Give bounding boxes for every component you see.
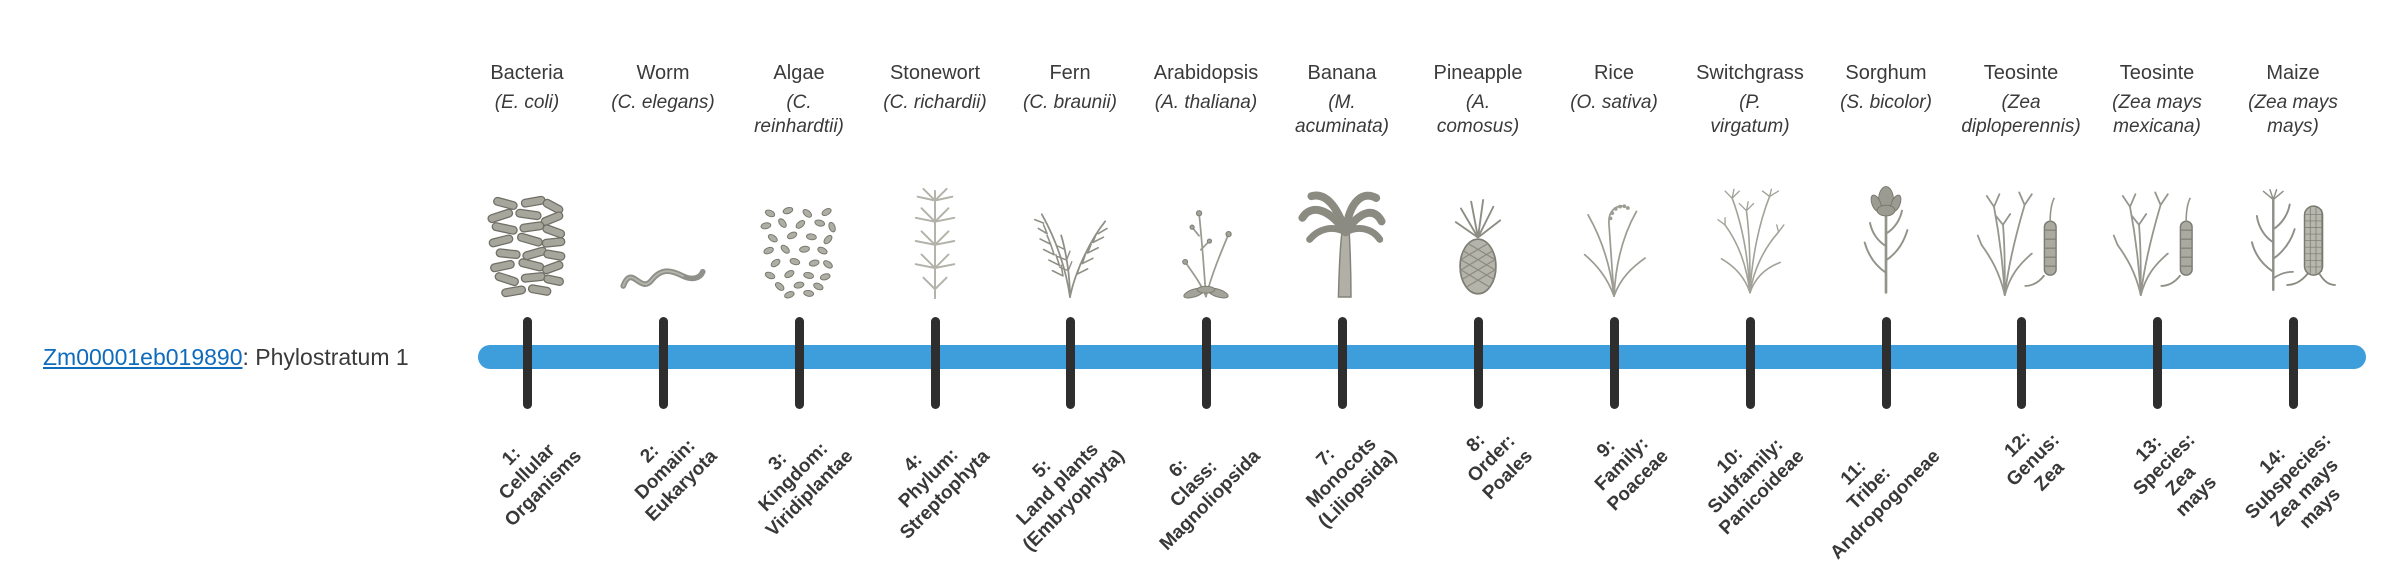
row-label-suffix: : Phylostratum 1 [242,344,409,370]
organism-latin-name: (C. reinhardtii) [754,92,844,137]
stratum-label: 5: Land plants (Embryophyta) [1012,439,1129,556]
phylostratum-tick [659,317,668,409]
organism-name: Fern [1049,62,1091,84]
organism-latin-name: (Zea mays mexicana) [2112,92,2202,137]
organism-column: Stonewort (C. richardii) [860,60,1010,299]
organism-name: Pineapple [1433,62,1523,84]
phylostratum-tick [523,317,532,409]
organism-name: Stonewort [889,62,981,84]
organism-latin-name: (P. virgatum) [1710,92,1790,137]
organism-column: Teosinte (Zea mays mexicana) [2082,60,2232,299]
maize-icon [2247,147,2339,299]
phylostratum-bar [478,345,2366,369]
rice-icon [1576,147,1652,299]
teosinte-diploperennis-icon [1976,147,2066,299]
phylostratum-tick [2153,317,2162,409]
stratum-label: 12: Genus: Zea [2000,427,2068,496]
gene-link[interactable]: Zm00001eb019890 [43,344,243,370]
fern-icon [1026,147,1114,299]
stratum-label: 6: Class: Magnoliopsida [1155,445,1265,555]
organism-name: Teosinte [2119,62,2195,84]
phylostratum-tick [2289,317,2298,409]
organism-name: Arabidopsis [1153,62,1259,84]
organism-name: Bacteria [490,62,564,84]
pineapple-icon [1449,147,1507,299]
stratum-label: 13: Species: Zea mays [2129,429,2221,522]
organism-column: Fern (C. braunii) [995,60,1145,299]
stratum-label: 7: Monocots (Liliopsida) [1302,433,1401,533]
stratum-label: 8: Order: Poales [1462,429,1537,504]
organism-column: Bacteria (E. coli) [452,60,602,299]
organism-latin-name: (C. richardii) [883,92,987,113]
switchgrass-icon [1709,147,1791,299]
phylostratum-tick [795,317,804,409]
phylostratum-tick [931,317,940,409]
phylostratum-tick [1338,317,1347,409]
stratum-label: 3: Kingdom: Viridiplantae [755,438,858,541]
worm-icon [619,147,707,299]
organism-latin-name: (O. sativa) [1570,92,1658,113]
organism-latin-name: (C. braunii) [1023,92,1117,113]
organism-latin-name: (Zea mays mays) [2248,92,2338,137]
stratum-label: 10: Subfamily: Panicoideae [1704,434,1809,539]
organism-name: Teosinte [1983,62,2059,84]
organism-latin-name: (M. acuminata) [1295,92,1389,137]
organism-column: Pineapple (A. comosus) [1403,60,1553,299]
stratum-label: 1: Cellular Organisms [495,440,586,531]
organism-column: Rice (O. sativa) [1539,60,1689,299]
stratum-label: 4: Phylum: Streptophyta [894,444,994,544]
algae-icon [759,147,839,299]
organism-name: Algae [773,62,825,84]
organism-name: Banana [1307,62,1377,84]
organism-column: Algae (C. reinhardtii) [724,60,874,299]
organism-column: Banana (M. acuminata) [1267,60,1417,299]
phylostratum-tick [1474,317,1483,409]
phylostratum-tick [1202,317,1211,409]
organism-latin-name: (A. thaliana) [1154,92,1258,113]
organism-column: Sorghum (S. bicolor) [1811,60,1961,299]
organism-name: Maize [2266,62,2320,84]
sorghum-icon [1854,147,1918,299]
stratum-label: 2: Domain: Eukaryota [631,435,722,526]
organism-column: Maize (Zea mays mays) [2218,60,2368,299]
stratum-label: 11: Tribe: Andropogoneae [1826,445,1945,564]
organism-latin-name: (E. coli) [494,92,560,113]
phylostratum-tick [1882,317,1891,409]
phylostratum-tick [2017,317,2026,409]
organism-latin-name: (A. comosus) [1436,92,1520,137]
organism-name: Worm [636,62,690,84]
stratum-label: 14: Subspecies: Zea mays mays [2241,429,2345,534]
organism-latin-name: (Zea diploperennis) [1961,92,2081,137]
organism-name: Sorghum [1845,62,1927,84]
stonewort-icon [908,147,962,299]
bacteria-icon [485,147,569,299]
banana-icon [1297,147,1387,299]
organism-column: Arabidopsis (A. thaliana) [1131,60,1281,299]
organism-name: Rice [1593,62,1634,84]
phylostratum-tick [1610,317,1619,409]
phylostratum-tick [1066,317,1075,409]
phylostratum-tick [1746,317,1755,409]
row-label: Zm00001eb019890: Phylostratum 1 [43,344,409,370]
organism-column: Teosinte (Zea diploperennis) [1946,60,2096,299]
teosinte-mexicana-icon [2112,147,2202,299]
arabidopsis-icon [1173,147,1239,299]
organism-name: Switchgrass [1696,62,1804,84]
organism-column: Worm (C. elegans) [588,60,738,299]
organism-latin-name: (C. elegans) [611,92,715,113]
organism-latin-name: (S. bicolor) [1840,92,1932,113]
organism-column: Switchgrass (P. virgatum) [1675,60,1825,299]
stratum-label: 9: Family: Poaceae [1591,433,1673,516]
